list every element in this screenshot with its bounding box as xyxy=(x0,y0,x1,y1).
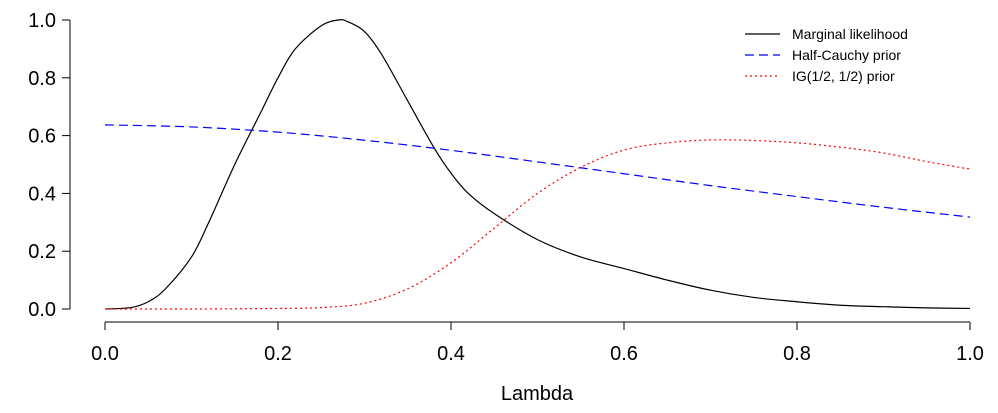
y-tick-label: 0.8 xyxy=(28,68,56,90)
x-tick-label: 0.4 xyxy=(437,343,465,365)
legend: Marginal likelihood Half-Cauchy prior IG(1… xyxy=(745,26,908,84)
legend-label-3: IG(1/2, 1/2) prior xyxy=(792,68,895,84)
legend-label-2: Half-Cauchy prior xyxy=(792,47,901,63)
y-tick-label: 0.0 xyxy=(28,299,56,321)
series-line-1 xyxy=(105,20,970,309)
axes: 0.0 0.2 0.4 0.6 0.8 1.0 0.0 0.2 0.4 0.6 0.8 1.0 xyxy=(28,10,984,365)
x-tick-label: 0.8 xyxy=(783,343,811,365)
x-tick-label: 0.0 xyxy=(91,343,119,365)
y-tick-label: 0.2 xyxy=(28,241,56,263)
x-axis-label: Lambda xyxy=(501,383,574,405)
x-tick-label: 0.2 xyxy=(264,343,292,365)
legend-label-1: Marginal likelihood xyxy=(792,26,908,42)
series-line-2 xyxy=(105,125,970,217)
y-tick-label: 0.4 xyxy=(28,183,56,205)
x-tick-label: 0.6 xyxy=(610,343,638,365)
x-tick-label: 1.0 xyxy=(956,343,984,365)
y-tick-label: 1.0 xyxy=(28,10,56,32)
series-layer xyxy=(105,20,970,309)
y-tick-label: 0.6 xyxy=(28,126,56,148)
